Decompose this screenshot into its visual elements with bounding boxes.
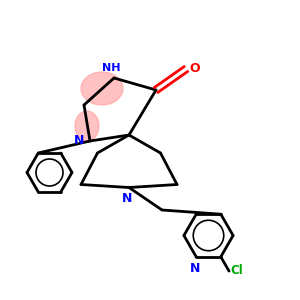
Ellipse shape — [81, 72, 123, 105]
Ellipse shape — [75, 111, 99, 141]
Text: Cl: Cl — [231, 264, 243, 277]
Text: NH: NH — [102, 63, 120, 73]
Text: N: N — [190, 262, 200, 275]
Text: N: N — [122, 192, 133, 205]
Text: N: N — [74, 134, 85, 148]
Text: O: O — [190, 62, 200, 76]
